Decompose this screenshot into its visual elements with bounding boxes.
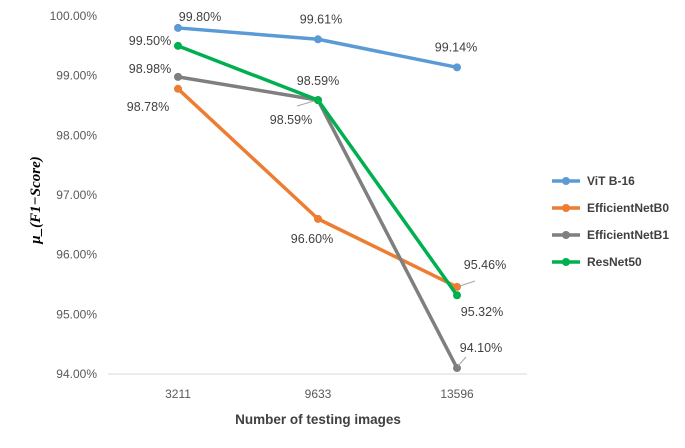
data-label: 96.60% [291,232,333,246]
y-tick-label: 96.00% [56,248,97,262]
y-axis-title: μ_(F1−Score) [28,156,44,244]
leader-line [459,280,476,287]
legend-label: EfficientNetB0 [587,201,669,215]
data-point [453,364,461,373]
legend-label: ViT B-16 [587,174,635,188]
data-label: 99.50% [129,34,171,48]
data-labels: 99.80% 99.61% 99.14% 98.78% 96.60% 95.46% 98.9… [127,10,506,355]
legend-marker [562,231,570,239]
data-point [314,96,322,105]
data-label: 99.80% [179,10,221,24]
x-axis-title: Number of testing images [235,412,401,427]
legend-marker [562,204,570,212]
y-tick-label: 97.00% [56,188,97,202]
legend-label: ResNet50 [587,255,642,269]
y-tick-label: 94.00% [56,367,97,381]
legend: ViT B-16 EfficientNetB0 EfficientNetB1 ResN… [552,174,669,269]
series-line [176,87,459,289]
data-point [453,63,461,72]
data-label: 98.59% [297,74,339,88]
y-tick-label: 99.00% [56,69,97,83]
data-point [174,72,182,81]
data-point [174,23,182,32]
y-tick-labels: 94.00% 95.00% 96.00% 97.00% 98.00% 99.00% 100.… [50,9,98,381]
data-point [453,291,461,300]
data-label: 95.32% [461,305,503,319]
data-point [174,84,182,93]
data-point [174,41,182,50]
data-point [453,282,461,291]
data-label: 99.61% [300,12,342,26]
series-group [174,23,461,373]
data-label: 98.59% [270,113,312,127]
y-tick-label: 100.00% [50,9,98,23]
data-label: 95.46% [464,258,506,272]
legend-label: EfficientNetB1 [587,228,669,242]
data-label: 98.98% [129,62,171,76]
data-point [314,35,322,44]
y-axis-label: μ_(F1−Score) [28,156,44,244]
legend-marker [562,258,570,266]
leader-line [296,100,315,107]
leader-lines [296,100,476,367]
data-label: 99.14% [435,40,477,54]
y-tick-label: 95.00% [56,307,97,321]
data-label: 98.78% [127,100,169,114]
x-tick-labels: 3211 9633 13596 [165,387,474,401]
data-label: 94.10% [460,341,502,355]
data-point [314,214,322,223]
legend-marker [562,177,570,185]
x-tick-label: 9633 [305,387,332,401]
x-tick-label: 3211 [165,387,191,401]
x-tick-label: 13596 [440,387,474,401]
y-tick-label: 98.00% [56,128,97,142]
leader-line [457,356,467,367]
